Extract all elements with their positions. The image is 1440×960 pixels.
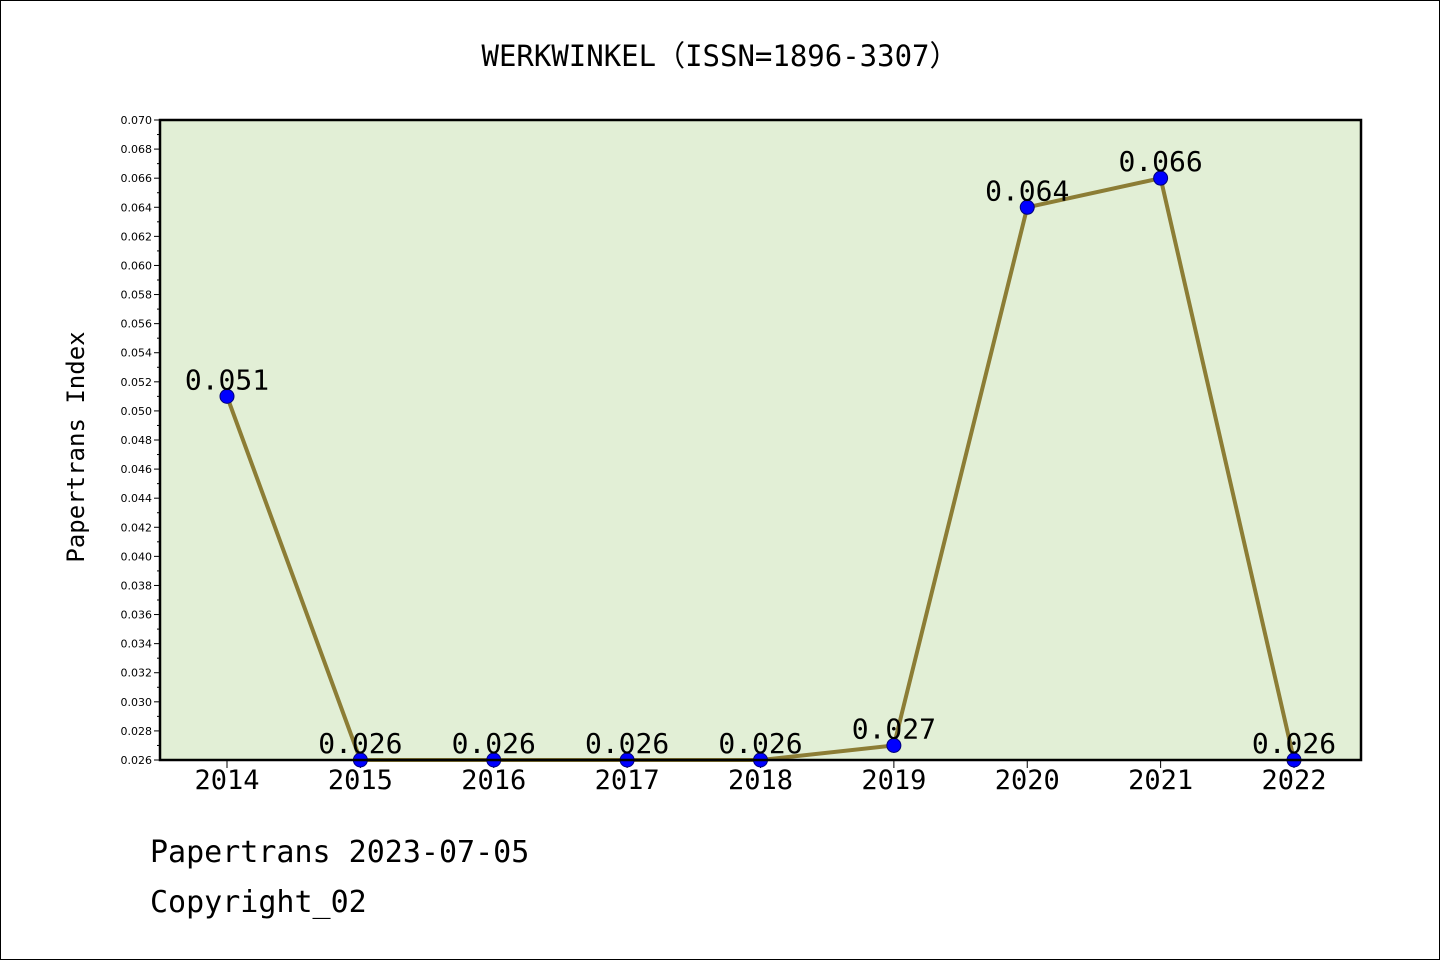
y-tick-label: 0.036 bbox=[121, 609, 153, 622]
x-tick-label: 2018 bbox=[728, 765, 793, 796]
y-tick-label: 0.066 bbox=[121, 172, 153, 185]
footer-copyright-line: Copyright_02 bbox=[150, 885, 367, 920]
data-point-label: 0.064 bbox=[985, 174, 1069, 207]
y-tick-label: 0.028 bbox=[121, 725, 153, 738]
y-tick-label: 0.056 bbox=[121, 318, 153, 331]
y-tick-label: 0.044 bbox=[121, 492, 153, 505]
data-point-marker bbox=[1019, 199, 1035, 215]
plot-area bbox=[160, 120, 1361, 760]
y-tick-label: 0.068 bbox=[121, 143, 153, 156]
y-tick-label: 0.054 bbox=[121, 347, 153, 360]
data-point-label: 0.051 bbox=[185, 363, 269, 396]
data-point-label: 0.026 bbox=[585, 727, 669, 760]
y-tick-label: 0.048 bbox=[121, 434, 153, 447]
x-tick-label: 2019 bbox=[861, 765, 926, 796]
data-point-marker bbox=[1153, 170, 1169, 186]
x-axis-ticks: 2014 2015 2016 2017 2018 2019 2020 2021 2022 bbox=[194, 760, 1327, 796]
y-tick-label: 0.042 bbox=[121, 521, 153, 534]
series-layer: 0.051 0.026 0.026 0.026 0.026 0.027 0.064 0.066… bbox=[185, 145, 1336, 768]
footer-date-line: Papertrans 2023-07-05 bbox=[150, 835, 530, 870]
data-point-label: 0.026 bbox=[718, 727, 802, 760]
data-point-marker bbox=[219, 388, 235, 404]
y-axis-label: Papertrans Index bbox=[62, 331, 90, 562]
y-tick-label: 0.046 bbox=[121, 463, 153, 476]
x-tick-label: 2016 bbox=[461, 765, 526, 796]
y-tick-label: 0.064 bbox=[121, 201, 153, 214]
data-point-label: 0.026 bbox=[452, 727, 536, 760]
chart-title: WERKWINKEL（ISSN=1896-3307） bbox=[481, 39, 958, 73]
y-tick-label: 0.062 bbox=[121, 230, 153, 243]
y-tick-label: 0.030 bbox=[121, 696, 153, 709]
data-point-marker bbox=[886, 737, 902, 753]
y-tick-label: 0.034 bbox=[121, 638, 153, 651]
plot-frame bbox=[158, 118, 1363, 762]
y-tick-label: 0.040 bbox=[121, 550, 153, 563]
x-tick-label: 2022 bbox=[1261, 765, 1326, 796]
y-tick-label: 0.052 bbox=[121, 376, 153, 389]
data-point-label: 0.027 bbox=[852, 712, 936, 745]
y-tick-label: 0.032 bbox=[121, 667, 153, 680]
data-point-label: 0.026 bbox=[318, 727, 402, 760]
y-tick-label: 0.070 bbox=[121, 114, 153, 127]
y-tick-label: 0.060 bbox=[121, 259, 153, 272]
y-tick-label: 0.026 bbox=[121, 754, 153, 767]
x-tick-label: 2017 bbox=[595, 765, 660, 796]
y-tick-label: 0.058 bbox=[121, 289, 153, 302]
x-tick-label: 2014 bbox=[194, 765, 259, 796]
data-point-label: 0.026 bbox=[1252, 727, 1336, 760]
y-axis-ticks: 0.026 0.028 0.030 0.032 0.034 0.036 0.038 0.040… bbox=[121, 114, 160, 767]
x-tick-label: 2015 bbox=[328, 765, 393, 796]
x-tick-label: 2020 bbox=[995, 765, 1060, 796]
data-point-label: 0.066 bbox=[1118, 145, 1202, 178]
x-tick-label: 2021 bbox=[1128, 765, 1193, 796]
y-tick-label: 0.038 bbox=[121, 579, 153, 592]
y-tick-label: 0.050 bbox=[121, 405, 153, 418]
